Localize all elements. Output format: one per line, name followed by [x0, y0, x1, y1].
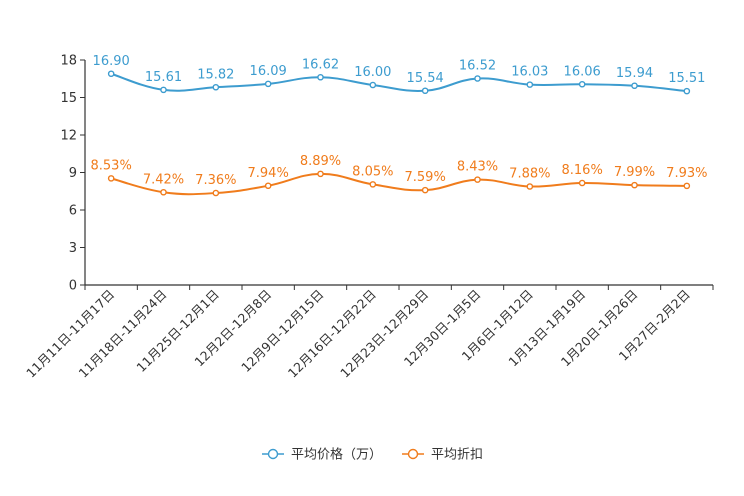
- data-label: 7.88%: [509, 167, 550, 182]
- data-point: [683, 87, 691, 95]
- data-label: 15.54: [407, 71, 444, 86]
- series-1: 16.90 15.61 15.82 16.09 16.62 16.00 15.54 16.52…: [93, 54, 705, 95]
- data-label: 7.36%: [195, 173, 236, 188]
- data-label: 7.93%: [666, 166, 707, 181]
- legend-marker: [267, 448, 279, 460]
- data-point: [421, 186, 429, 194]
- legend-label: 平均价格（万）: [291, 447, 382, 463]
- data-label: 15.82: [197, 67, 234, 82]
- data-label: 8.53%: [91, 158, 132, 173]
- data-label: 7.99%: [614, 165, 655, 180]
- y-tick-label: 18: [60, 54, 77, 69]
- x-tick-label: 11月18日-11月24日: [75, 287, 169, 381]
- x-tick-label: 11月11日-11月17日: [23, 287, 117, 381]
- data-point: [317, 73, 324, 81]
- data-point: [264, 80, 272, 88]
- y-tick-label: 0: [69, 279, 77, 294]
- data-point: [107, 70, 115, 78]
- data-point: [160, 188, 167, 196]
- data-point: [526, 183, 534, 190]
- series-2: 8.53% 7.42% 7.36% 7.94% 8.89% 8.05% 7.59% 8.43%…: [91, 154, 707, 197]
- data-label: 16.52: [459, 59, 496, 74]
- data-point: [474, 75, 481, 82]
- data-label: 16.09: [250, 64, 287, 79]
- data-label: 16.90: [93, 54, 130, 69]
- data-label: 8.89%: [300, 154, 341, 169]
- series-line: [110, 72, 687, 93]
- data-point: [631, 82, 638, 90]
- series-line: [110, 172, 687, 196]
- data-point: [526, 81, 534, 88]
- data-label: 7.59%: [405, 170, 446, 185]
- legend: 平均价格（万） 平均折扣: [262, 447, 483, 463]
- data-label: 16.62: [302, 57, 339, 72]
- data-point: [631, 181, 638, 189]
- data-label: 8.05%: [352, 164, 393, 179]
- legend-marker: [407, 448, 419, 460]
- data-point: [474, 176, 481, 183]
- data-label: 7.94%: [248, 166, 289, 181]
- data-label: 16.03: [511, 65, 548, 80]
- data-point: [264, 182, 272, 190]
- data-label: 16.00: [354, 65, 391, 80]
- data-point: [369, 81, 377, 89]
- data-point: [578, 179, 586, 187]
- data-point: [212, 83, 220, 91]
- data-point: [683, 182, 691, 190]
- series-group: 16.90 15.61 15.82 16.09 16.62 16.00 15.54 16.52…: [91, 54, 707, 197]
- legend-item-2: 平均折扣: [402, 448, 483, 463]
- legend-label: 平均折扣: [431, 448, 483, 463]
- data-point: [212, 189, 220, 197]
- x-tick-label: 12月16日-12月22日: [285, 287, 379, 381]
- data-point: [160, 86, 167, 94]
- x-tick-label: 12月23日-12月29日: [337, 287, 431, 381]
- data-point: [369, 181, 377, 188]
- data-point: [578, 80, 586, 88]
- y-tick-label: 3: [69, 241, 77, 256]
- y-tick-label: 6: [69, 204, 77, 219]
- data-point: [107, 175, 115, 182]
- legend-item-1: 平均价格（万）: [262, 447, 382, 463]
- y-tick-label: 12: [60, 129, 77, 144]
- data-label: 15.94: [616, 66, 653, 81]
- data-point: [317, 170, 324, 178]
- y-tick-label: 9: [69, 166, 77, 181]
- data-label: 15.51: [668, 71, 705, 86]
- axes: 036912151811月11日-11月17日11月18日-11月24日11月2…: [23, 54, 714, 381]
- data-label: 7.42%: [143, 172, 184, 187]
- data-label: 16.06: [564, 64, 601, 79]
- data-label: 8.43%: [457, 160, 498, 175]
- data-label: 15.61: [145, 70, 182, 85]
- data-point: [421, 87, 429, 95]
- data-label: 8.16%: [562, 163, 603, 178]
- y-tick-label: 15: [60, 91, 77, 106]
